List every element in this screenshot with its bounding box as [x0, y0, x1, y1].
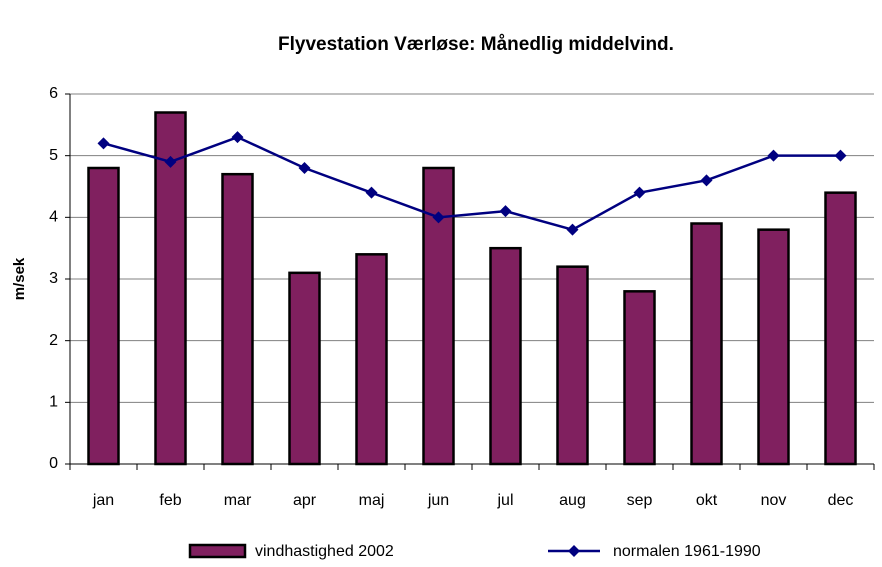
marker — [231, 131, 244, 144]
bar — [154, 111, 187, 466]
x-tick-label: mar — [224, 492, 252, 509]
marker — [164, 155, 177, 168]
marker — [834, 149, 847, 162]
marker — [365, 186, 378, 199]
bar — [489, 246, 522, 466]
marker — [97, 137, 110, 150]
bar — [757, 228, 790, 466]
y-tick-label: 6 — [49, 85, 58, 102]
x-tick-label: aug — [559, 492, 586, 509]
legend-label: vindhastighed 2002 — [255, 543, 394, 560]
bar — [355, 253, 388, 466]
y-tick-label: 4 — [49, 209, 58, 226]
bar — [221, 172, 254, 466]
y-tick-label: 5 — [49, 147, 58, 164]
bar — [87, 166, 120, 466]
x-tick-label: nov — [761, 492, 787, 509]
marker — [767, 149, 780, 162]
marker — [499, 205, 512, 218]
marker — [700, 174, 713, 187]
y-tick-label: 3 — [49, 270, 58, 287]
legend-marker — [568, 545, 580, 557]
y-tick-label: 2 — [49, 332, 58, 349]
x-tick-label: jun — [427, 492, 449, 509]
x-tick-label: maj — [359, 492, 385, 509]
marker — [432, 211, 445, 224]
x-tick-label: jul — [496, 492, 513, 509]
x-tick-label: okt — [696, 492, 718, 509]
x-tick-label: jan — [92, 492, 114, 509]
x-tick-label: dec — [828, 492, 854, 509]
x-tick-label: apr — [293, 492, 317, 509]
x-tick-label: feb — [159, 492, 181, 509]
bar — [556, 265, 589, 466]
chart-title: Flyvestation Værløse: Månedlig middelvin… — [278, 34, 674, 55]
legend-label: normalen 1961-1990 — [613, 543, 761, 560]
marker — [566, 223, 579, 236]
bar — [288, 271, 321, 466]
legend-swatch — [188, 543, 247, 559]
marker — [633, 186, 646, 199]
line — [103, 135, 841, 232]
y-axis-label: m/sek — [11, 257, 28, 300]
y-tick-label: 1 — [49, 394, 58, 411]
bar — [623, 290, 656, 466]
x-tick-label: sep — [627, 492, 653, 509]
bar — [690, 222, 723, 466]
bar — [824, 191, 857, 466]
marker — [298, 162, 311, 174]
y-tick-label: 0 — [49, 455, 58, 472]
